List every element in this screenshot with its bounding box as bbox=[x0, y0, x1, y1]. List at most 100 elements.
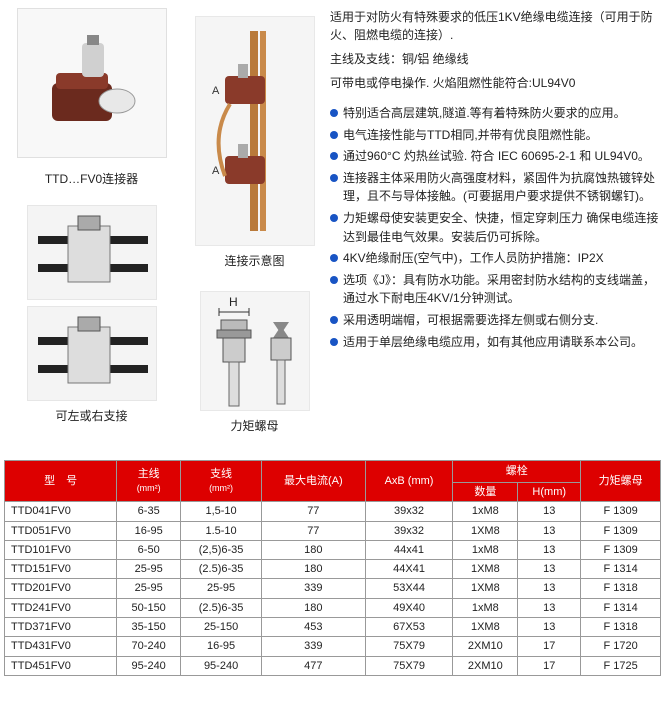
bullet-text: 适用于单层绝缘电缆应用，如有其他应用请联系本公司。 bbox=[343, 333, 661, 352]
cell: TTD451FV0 bbox=[5, 656, 117, 675]
bullet-icon bbox=[330, 338, 338, 346]
cell: F 1309 bbox=[581, 502, 661, 521]
th-axb: AxB (mm) bbox=[365, 461, 453, 502]
bullet-item: 电气连接性能与TTD相同,并带有优良阻燃性能。 bbox=[330, 126, 661, 145]
spec-table-wrap: 型 号 主线(mm²) 支线(mm²) 最大电流(A) AxB (mm) 螺栓 … bbox=[4, 460, 661, 676]
bullet-icon bbox=[330, 174, 338, 182]
bullet-item: 连接器主体采用防火高强度材料，紧固件为抗腐蚀热镀锌处理，且不与导体接触。(可要据… bbox=[330, 169, 661, 206]
cell: 16-95 bbox=[181, 637, 262, 656]
cell: 44x41 bbox=[365, 540, 453, 559]
table-row: TTD241FV050-150(2.5)6-3518049X401xM813F … bbox=[5, 598, 661, 617]
bullet-item: 采用透明端帽，可根据需要选择左侧或右侧分支. bbox=[330, 311, 661, 330]
cell: 180 bbox=[261, 540, 365, 559]
table-row: TTD371FV035-15025-15045367X531XM813F 131… bbox=[5, 618, 661, 637]
cell: TTD151FV0 bbox=[5, 560, 117, 579]
bullet-icon bbox=[330, 152, 338, 160]
middle-column: A A 连接示意图 H 力矩螺母 bbox=[187, 8, 322, 446]
cell: 17 bbox=[518, 656, 581, 675]
cell: TTD101FV0 bbox=[5, 540, 117, 559]
bullet-item: 4KV绝缘耐压(空气中)，工作人员防护措施：IP2X bbox=[330, 249, 661, 268]
top-section: TTD…FV0连接器 可左或右支接 bbox=[4, 8, 661, 446]
sidebranch-image-2 bbox=[27, 306, 157, 401]
cell: 180 bbox=[261, 598, 365, 617]
table-row: TTD051FV016-951.5-107739x321XM813F 1309 bbox=[5, 521, 661, 540]
cell: 25-95 bbox=[117, 579, 181, 598]
bullet-icon bbox=[330, 131, 338, 139]
sidebranch-caption: 可左或右支接 bbox=[55, 407, 127, 424]
spec-table: 型 号 主线(mm²) 支线(mm²) 最大电流(A) AxB (mm) 螺栓 … bbox=[4, 460, 661, 676]
cell: 1xM8 bbox=[453, 598, 518, 617]
cell: 2XM10 bbox=[453, 637, 518, 656]
bullet-list: 特别适合高层建筑,隧道.等有着特殊防火要求的应用。电气连接性能与TTD相同,并带… bbox=[330, 104, 661, 351]
th-model: 型 号 bbox=[5, 461, 117, 502]
table-row: TTD101FV06-50(2,5)6-3518044x411xM813F 13… bbox=[5, 540, 661, 559]
cell: 13 bbox=[518, 579, 581, 598]
cell: (2,5)6-35 bbox=[181, 540, 262, 559]
cell: 75X79 bbox=[365, 637, 453, 656]
cell: 1xM8 bbox=[453, 502, 518, 521]
bullet-text: 电气连接性能与TTD相同,并带有优良阻燃性能。 bbox=[343, 126, 661, 145]
cell: F 1314 bbox=[581, 560, 661, 579]
svg-text:A: A bbox=[212, 85, 220, 97]
cell: F 1318 bbox=[581, 579, 661, 598]
cell: 77 bbox=[261, 521, 365, 540]
cell: 13 bbox=[518, 560, 581, 579]
cell: 25-95 bbox=[117, 560, 181, 579]
cell: 35-150 bbox=[117, 618, 181, 637]
cell: 1,5-10 bbox=[181, 502, 262, 521]
th-qty: 数量 bbox=[453, 483, 518, 502]
cell: 75X79 bbox=[365, 656, 453, 675]
cell: TTD201FV0 bbox=[5, 579, 117, 598]
left-column: TTD…FV0连接器 可左或右支接 bbox=[4, 8, 179, 446]
cell: 39x32 bbox=[365, 521, 453, 540]
cell: 13 bbox=[518, 521, 581, 540]
table-row: TTD451FV095-24095-24047775X792XM1017F 17… bbox=[5, 656, 661, 675]
diagram-caption: 连接示意图 bbox=[224, 252, 284, 269]
desc-line-2: 主线及支线：铜/铝 绝缘线 bbox=[330, 50, 661, 68]
cell: 6-50 bbox=[117, 540, 181, 559]
diagram-image: A A bbox=[195, 16, 315, 246]
cell: 339 bbox=[261, 637, 365, 656]
cell: TTD431FV0 bbox=[5, 637, 117, 656]
h-label: H bbox=[229, 295, 238, 309]
table-row: TTD431FV070-24016-9533975X792XM1017F 172… bbox=[5, 637, 661, 656]
bullet-item: 特别适合高层建筑,隧道.等有着特殊防火要求的应用。 bbox=[330, 104, 661, 123]
bullet-text: 4KV绝缘耐压(空气中)，工作人员防护措施：IP2X bbox=[343, 249, 661, 268]
cell: 13 bbox=[518, 598, 581, 617]
bullet-icon bbox=[330, 276, 338, 284]
th-bolt: 螺栓 bbox=[453, 461, 581, 483]
cell: 67X53 bbox=[365, 618, 453, 637]
cell: 13 bbox=[518, 540, 581, 559]
cell: F 1309 bbox=[581, 521, 661, 540]
cell: 95-240 bbox=[181, 656, 262, 675]
bullet-text: 特别适合高层建筑,隧道.等有着特殊防火要求的应用。 bbox=[343, 104, 661, 123]
cell: 17 bbox=[518, 637, 581, 656]
cell: F 1725 bbox=[581, 656, 661, 675]
cell: TTD241FV0 bbox=[5, 598, 117, 617]
cell: 25-95 bbox=[181, 579, 262, 598]
cell: 1XM8 bbox=[453, 521, 518, 540]
bullet-text: 连接器主体采用防火高强度材料，紧固件为抗腐蚀热镀锌处理，且不与导体接触。(可要据… bbox=[343, 169, 661, 206]
cell: 1.5-10 bbox=[181, 521, 262, 540]
bullet-text: 选项《J》：具有防水功能。采用密封防水结构的支线端盖，通过水下耐电压4KV/1分… bbox=[343, 271, 661, 308]
cell: 339 bbox=[261, 579, 365, 598]
desc-line-1: 适用于对防火有特殊要求的低压1KV绝缘电缆连接（可用于防火、阻燃电缆的连接）. bbox=[330, 8, 661, 44]
table-row: TTD151FV025-95(2.5)6-3518044X411XM813F 1… bbox=[5, 560, 661, 579]
cell: 1XM8 bbox=[453, 560, 518, 579]
table-body: TTD041FV06-351,5-107739x321xM813F 1309TT… bbox=[5, 502, 661, 676]
bullet-icon bbox=[330, 109, 338, 117]
bullet-item: 适用于单层绝缘电缆应用，如有其他应用请联系本公司。 bbox=[330, 333, 661, 352]
cell: TTD051FV0 bbox=[5, 521, 117, 540]
torque-image: H bbox=[200, 291, 310, 411]
cell: 70-240 bbox=[117, 637, 181, 656]
cell: 453 bbox=[261, 618, 365, 637]
cell: 1XM8 bbox=[453, 579, 518, 598]
cell: TTD371FV0 bbox=[5, 618, 117, 637]
bullet-icon bbox=[330, 254, 338, 262]
torque-caption: 力矩螺母 bbox=[230, 417, 278, 434]
cell: F 1314 bbox=[581, 598, 661, 617]
cell: 13 bbox=[518, 618, 581, 637]
th-torque: 力矩螺母 bbox=[581, 461, 661, 502]
bullet-text: 力矩螺母使安装更安全、快捷，恒定穿刺压力 确保电缆连接达到最佳电气效果。安装后仍… bbox=[343, 209, 661, 246]
bullet-icon bbox=[330, 316, 338, 324]
